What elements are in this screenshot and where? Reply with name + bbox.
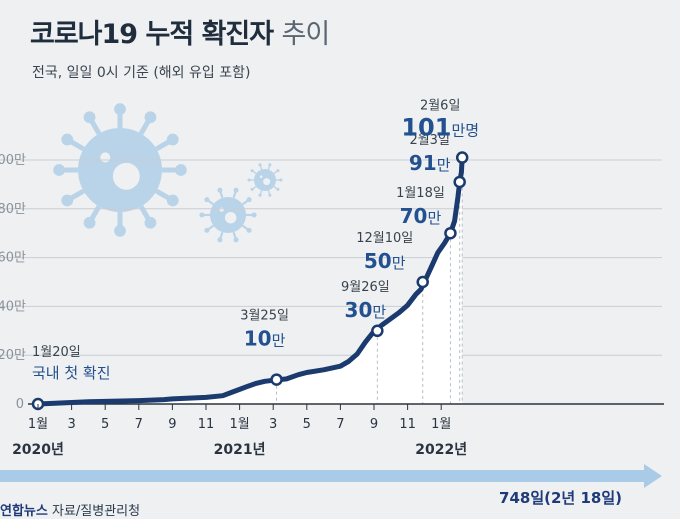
y-gridlines xyxy=(0,159,662,356)
annotation-value: 국내 첫 확진 xyxy=(32,364,111,382)
annotation-date: 12월10일 xyxy=(356,231,413,246)
cases-line xyxy=(35,155,465,407)
y-tick-label: 40만 xyxy=(0,299,26,314)
y-tick-label: 0 xyxy=(16,397,24,412)
annotation-value: 70만 xyxy=(400,204,442,228)
x-tick-label: 1월 xyxy=(431,417,451,432)
x-tick-label: 9 xyxy=(370,417,378,432)
annotation-value-number: 70 xyxy=(400,204,428,228)
chart-subtitle: 전국, 일일 0시 기준 (해외 유입 포함) xyxy=(32,65,251,81)
annotation-marker xyxy=(371,324,384,338)
x-tick-label: 5 xyxy=(101,417,109,432)
year-labels: 2020년 2021년 2022년 xyxy=(12,442,467,458)
x-tick-label: 5 xyxy=(303,417,311,432)
annotation-droplines xyxy=(276,157,463,404)
annotation-value-number: 101 xyxy=(401,114,451,142)
annotation-value: 30만 xyxy=(345,298,387,322)
x-axis-ticks: 1월 3 5 7 9 11 1월 3 5 7 9 11 1월 xyxy=(28,404,451,432)
annotation-date: 3월25일 xyxy=(240,309,289,324)
annotation-value-number: 10 xyxy=(244,327,272,351)
x-tick-label: 3 xyxy=(269,417,277,432)
duration-label: 748일(2년 18일) xyxy=(499,489,622,507)
x-tick-label: 7 xyxy=(135,417,143,432)
annotation-value-number: 50 xyxy=(364,249,392,273)
chart-title: 코로나19 누적 확진자 추이 xyxy=(30,12,331,51)
annotation-marker xyxy=(444,226,457,240)
y-tick-label: 80만 xyxy=(0,202,26,217)
annotation-marker xyxy=(416,275,429,289)
virus-icon-small xyxy=(247,163,283,197)
x-tick-label: 1월 xyxy=(229,417,249,432)
x-tick-label: 11 xyxy=(198,417,215,432)
x-tick-label: 3 xyxy=(67,417,75,432)
annotation-value-unit: 만 xyxy=(392,254,406,272)
cases-area xyxy=(38,157,463,404)
y-tick-label: 100만 xyxy=(0,153,26,168)
y-tick-label: 60만 xyxy=(0,251,26,266)
annotation-value: 50만 xyxy=(364,249,406,273)
annotation-date: 9월26일 xyxy=(341,280,390,295)
x-tick-label: 1월 xyxy=(28,417,48,432)
annotation-value-unit: 만 xyxy=(427,209,441,227)
annotation-value-number: 91 xyxy=(409,151,437,175)
duration-arrow: 748일(2년 18일) xyxy=(0,464,662,507)
x-tick-label: 7 xyxy=(336,417,344,432)
annotation-date: 1월18일 xyxy=(396,186,445,201)
virus-icon-medium xyxy=(199,187,257,243)
annotation-marker xyxy=(270,373,283,386)
annotation-value-unit: 만 xyxy=(437,156,451,174)
y-axis-labels: 0 20만 40만 60만 80만 100만 xyxy=(0,153,26,412)
duration-arrow-head xyxy=(644,464,662,488)
annotation-date: 2월3일 xyxy=(409,133,449,148)
source-org: 연합뉴스 xyxy=(0,504,48,519)
x-tick-label: 9 xyxy=(168,417,176,432)
x-tick-label: 11 xyxy=(399,417,416,432)
chart-title-main: 코로나19 누적 확진자 xyxy=(30,19,274,50)
annotation-value: 101만명 xyxy=(401,114,479,142)
annotation-date: 1월20일 xyxy=(32,345,81,360)
annotation-date: 2월6일 xyxy=(420,99,460,114)
year-label: 2021년 xyxy=(214,442,266,458)
annotation-value-unit: 만 xyxy=(372,303,386,321)
annotation-value-unit: 만명 xyxy=(451,122,479,140)
annotation-value-number: 30 xyxy=(345,298,373,322)
y-tick-label: 20만 xyxy=(0,348,26,363)
annotation-value-unit: 만 xyxy=(272,332,286,350)
annotation-value: 10만 xyxy=(244,327,286,351)
annotation-markers xyxy=(31,151,469,411)
annotation-marker xyxy=(453,175,466,189)
chart-title-sub: 추이 xyxy=(281,19,331,50)
year-label: 2020년 xyxy=(12,442,64,458)
source-text: 자료/질병관리청 xyxy=(51,504,141,519)
duration-arrow-bar xyxy=(0,470,644,482)
annotation-value: 91만 xyxy=(409,151,451,175)
virus-icon-large xyxy=(53,103,187,237)
annotation-marker xyxy=(455,151,469,164)
year-label: 2022년 xyxy=(415,442,467,458)
